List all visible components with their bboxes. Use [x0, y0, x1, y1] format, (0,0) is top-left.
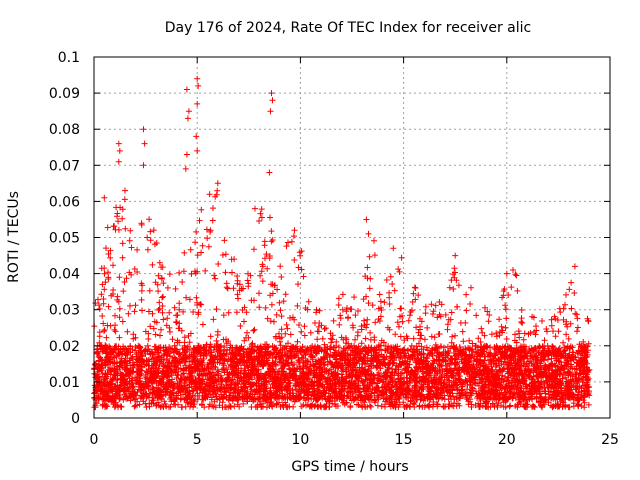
axis-ticks [93, 56, 611, 419]
x-tick-label: 10 [291, 432, 309, 448]
y-tick-label: 0.04 [49, 267, 80, 283]
x-tick-label: 20 [498, 432, 516, 448]
x-axis-label: GPS time / hours [291, 459, 408, 475]
y-tick-label: 0.09 [49, 86, 80, 102]
y-tick-label: 0.02 [49, 339, 80, 355]
x-tick-label: 5 [193, 432, 202, 448]
y-tick-label: 0.05 [49, 231, 80, 247]
y-tick-label: 0.08 [49, 122, 80, 138]
x-tick-label: 0 [90, 432, 99, 448]
y-tick-label: 0.01 [49, 375, 80, 391]
x-tick-label: 25 [601, 432, 619, 448]
y-tick-labels: 0 0.01 0.02 0.03 0.04 0.05 0.06 0.07 0.08 0.09 0.1 [49, 50, 80, 427]
y-tick-label: 0.07 [49, 158, 80, 174]
y-tick-label: 0.1 [58, 50, 80, 66]
y-tick-label: 0 [71, 411, 80, 427]
x-tick-labels: 0 5 10 15 20 25 [90, 432, 619, 448]
roti-series-markers [91, 75, 593, 411]
y-tick-label: 0.06 [49, 194, 80, 210]
chart-title: Day 176 of 2024, Rate Of TEC Index for r… [165, 20, 531, 36]
y-axis-label: ROTI / TECUs [6, 191, 22, 283]
y-tick-label: 0.03 [49, 303, 80, 319]
x-tick-label: 15 [395, 432, 413, 448]
data-points [91, 75, 593, 411]
